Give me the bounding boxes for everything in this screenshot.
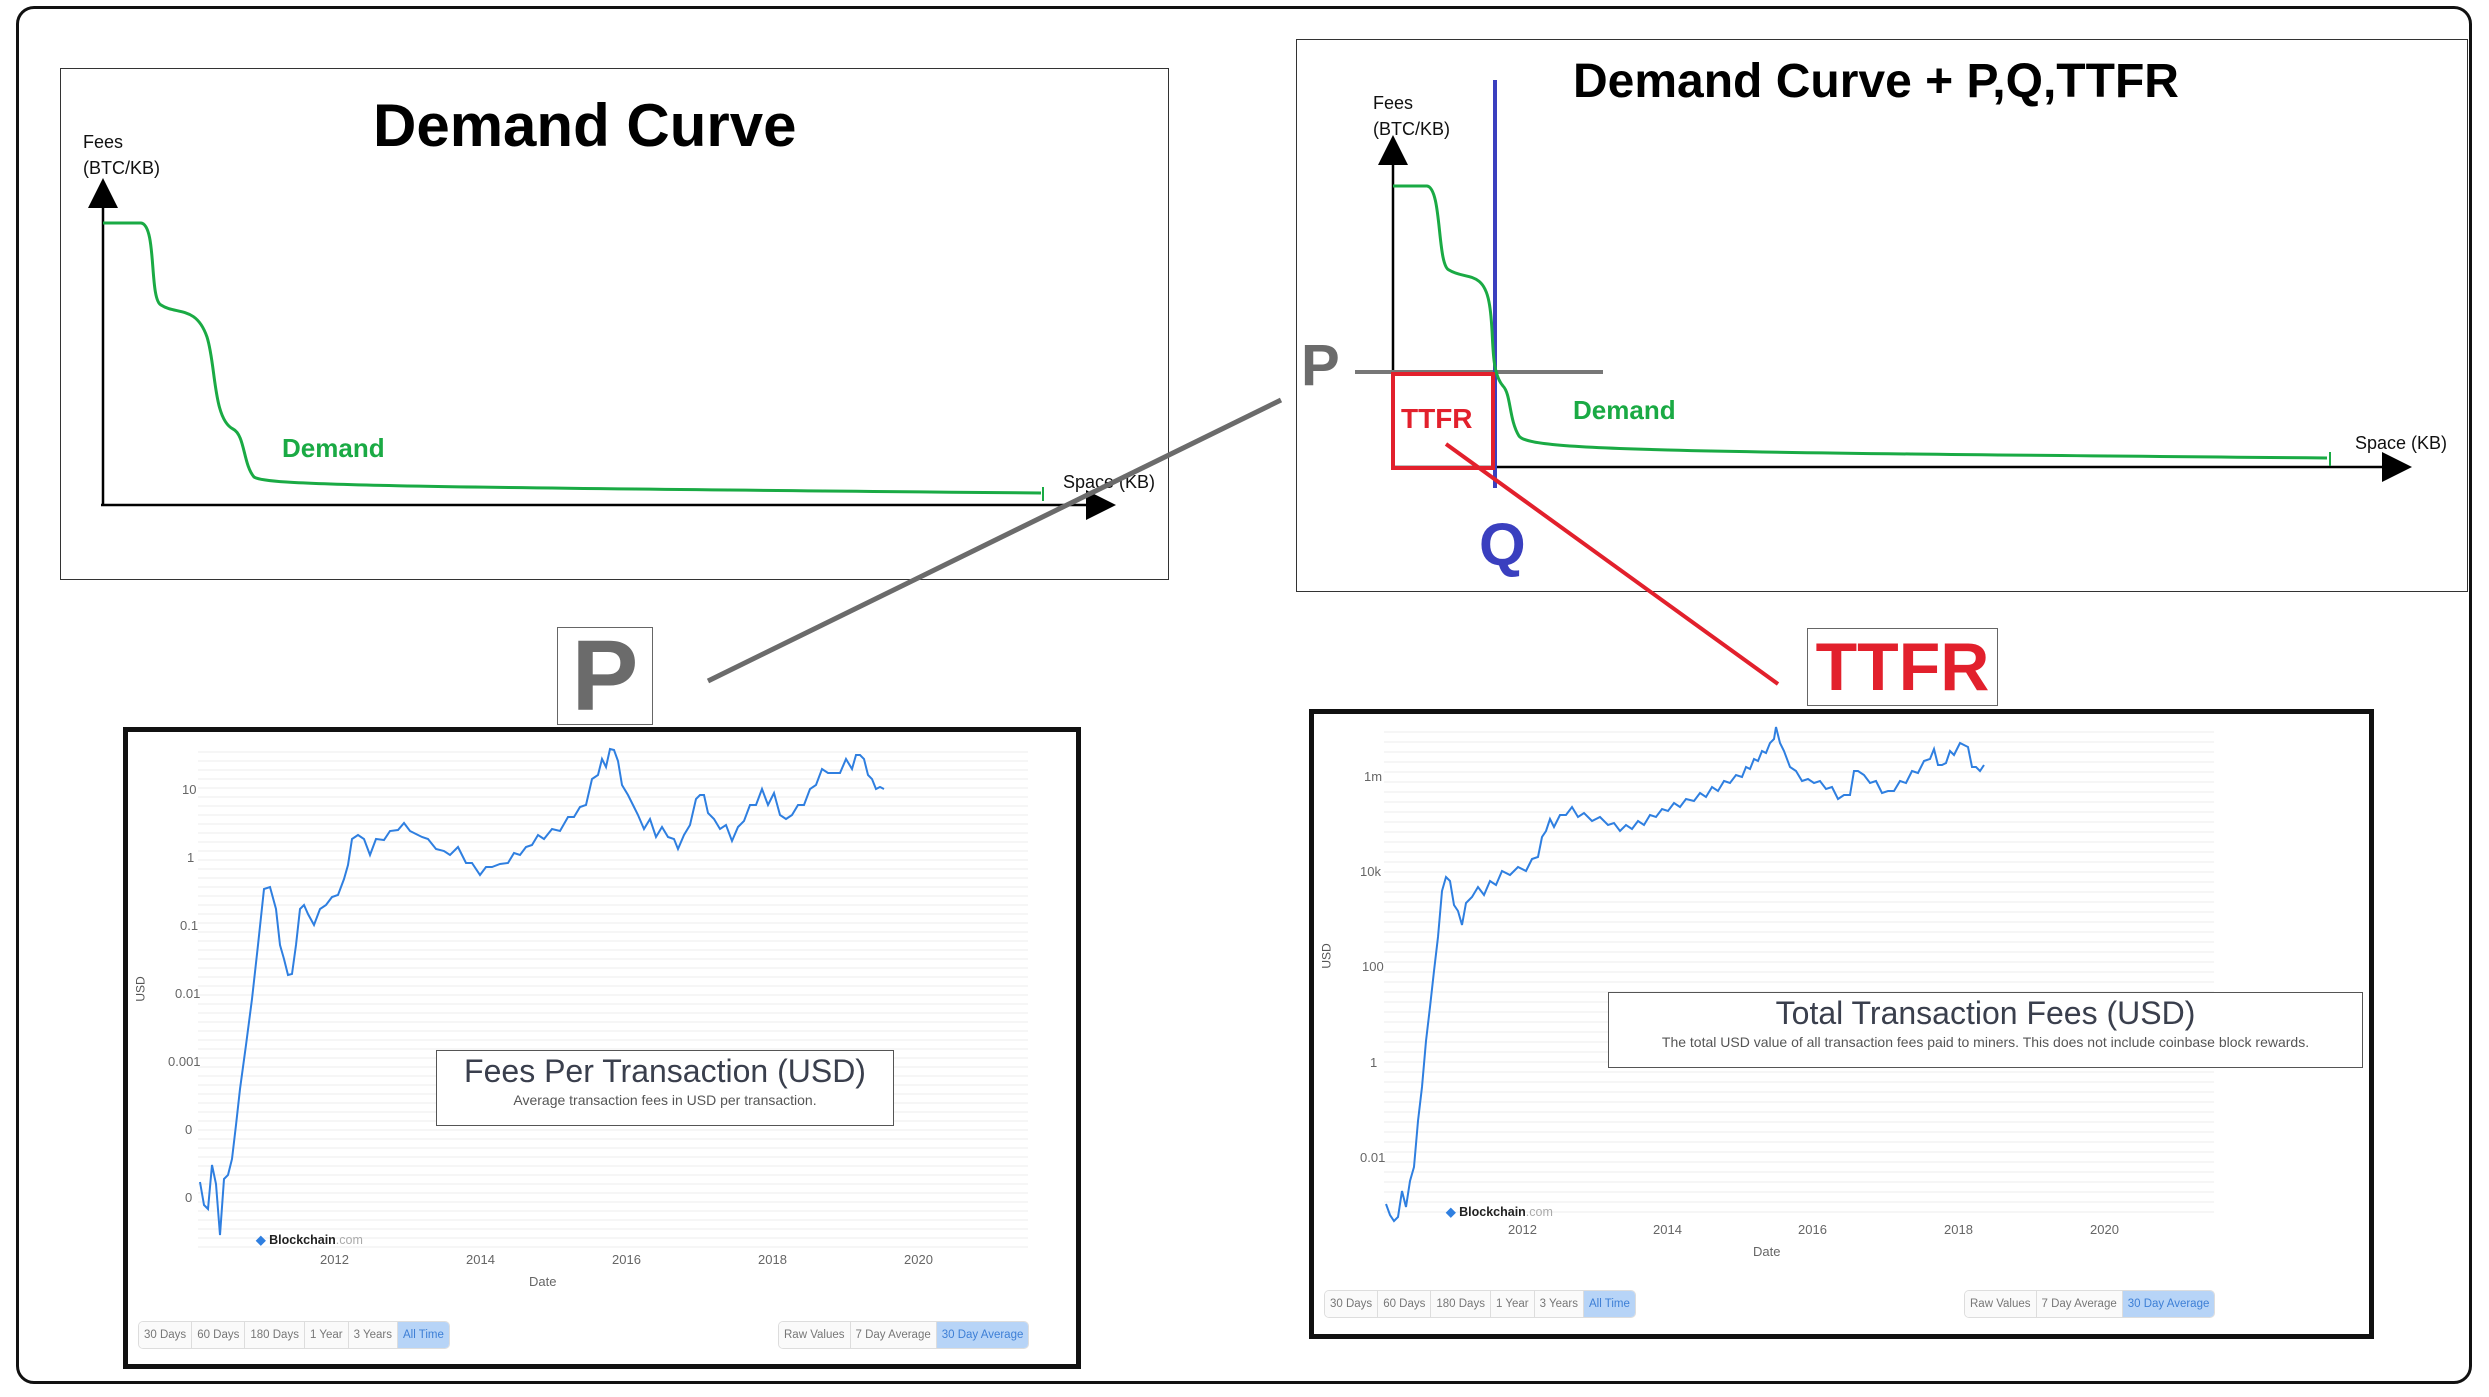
range-30-days-button[interactable]: 30 Days	[139, 1322, 193, 1348]
range-180-days-button[interactable]: 180 Days	[1431, 1291, 1491, 1317]
chart-info-box: Fees Per Transaction (USD) Average trans…	[436, 1050, 894, 1126]
demand-label: Demand	[282, 433, 385, 463]
fees-per-tx-plot	[198, 747, 1028, 1248]
y-axis-label: USD	[133, 976, 148, 1002]
blockchain-logo: ◆ Blockchain.com	[1446, 1205, 1553, 1219]
raw-values-button[interactable]: Raw Values	[779, 1322, 851, 1348]
30-day-average-button[interactable]: 30 Day Average	[936, 1322, 1029, 1348]
total-fees-line	[1385, 726, 1985, 1223]
y-tick: 100	[1362, 959, 1384, 974]
total-fees-chart: 1m 10k 100 1 0.01 USD 2012 2014 2016 201…	[1309, 709, 2374, 1339]
7-day-average-button[interactable]: 7 Day Average	[850, 1322, 937, 1348]
x-tick: 2020	[2090, 1222, 2119, 1237]
chart-description: The total USD value of all transaction f…	[1661, 1034, 2310, 1050]
raw-values-button[interactable]: Raw Values	[1965, 1291, 2037, 1317]
x-tick: 2020	[904, 1252, 933, 1267]
y-axis-label: Fees (BTC/KB)	[1373, 93, 1451, 139]
p-connector	[706, 397, 1283, 684]
x-tick: 2018	[758, 1252, 787, 1267]
average-buttons: Raw Values 7 Day Average 30 Day Average	[778, 1321, 1030, 1349]
x-tick: 2014	[466, 1252, 495, 1267]
range-1-year-button[interactable]: 1 Year	[304, 1322, 349, 1348]
demand-pq-title: Demand Curve + P,Q,TTFR	[1573, 55, 2179, 108]
fees-per-tx-line	[199, 747, 885, 1236]
x-tick: 2012	[1508, 1222, 1537, 1237]
demand-curve	[103, 221, 1042, 495]
ttfr-label: TTFR	[1401, 403, 1473, 434]
range-30-days-button[interactable]: 30 Days	[1325, 1291, 1379, 1317]
chart-title: Fees Per Transaction (USD)	[464, 1053, 866, 1089]
range-1-year-button[interactable]: 1 Year	[1490, 1291, 1535, 1317]
range-buttons: 30 Days 60 Days 180 Days 1 Year 3 Years …	[138, 1321, 450, 1349]
y-tick: 0.1	[180, 918, 199, 933]
p-label: P	[1301, 333, 1340, 398]
y-tick: 1	[1370, 1055, 1378, 1070]
range-3-years-button[interactable]: 3 Years	[1534, 1291, 1584, 1317]
chart-info-box: Total Transaction Fees (USD) The total U…	[1608, 992, 2363, 1068]
range-buttons: 30 Days 60 Days 180 Days 1 Year 3 Years …	[1324, 1290, 1636, 1318]
gridlines	[198, 751, 1028, 1248]
average-buttons: Raw Values 7 Day Average 30 Day Average	[1964, 1290, 2216, 1318]
ttfr-rectangle	[1391, 372, 1495, 470]
y-axis-label: USD	[1319, 943, 1334, 969]
demand-pq-graph	[1355, 80, 2412, 488]
blockchain-logo-icon: ◆	[256, 1233, 266, 1247]
y-tick: 0.01	[175, 986, 201, 1001]
range-all-time-button[interactable]: All Time	[1583, 1291, 1635, 1317]
chart-title: Total Transaction Fees (USD)	[1775, 995, 2196, 1031]
y-tick: 10k	[1360, 864, 1381, 879]
7-day-average-button[interactable]: 7 Day Average	[2036, 1291, 2123, 1317]
ttfr-connector	[1444, 442, 1780, 686]
x-axis-label: Space (KB)	[2355, 433, 2448, 453]
30-day-average-button[interactable]: 30 Day Average	[2122, 1291, 2215, 1317]
range-60-days-button[interactable]: 60 Days	[1378, 1291, 1432, 1317]
x-axis-label: Date	[1753, 1244, 1781, 1259]
x-tick: 2016	[612, 1252, 641, 1267]
ttfr-callout: TTFR	[1807, 628, 1998, 706]
range-60-days-button[interactable]: 60 Days	[192, 1322, 246, 1348]
blockchain-logo: ◆ Blockchain.com	[256, 1233, 363, 1247]
gridlines	[1384, 731, 2214, 1213]
y-tick: 1m	[1364, 769, 1383, 784]
demand-curve-graph	[88, 178, 1116, 520]
y-axis-label: Fees (BTC/KB)	[83, 132, 161, 178]
demand-curve	[1393, 184, 2328, 460]
range-all-time-button[interactable]: All Time	[397, 1322, 449, 1348]
y-tick: 0	[185, 1122, 193, 1137]
p-callout: P	[557, 620, 653, 732]
fees-per-tx-chart: 10 1 0.1 0.01 0.001 0 0 USD 2012 2014 20…	[123, 727, 1081, 1369]
demand-curve-panel: Demand Curve Fees (BTC/KB) Space (KB) De…	[60, 68, 1169, 580]
y-tick: 0.01	[1360, 1150, 1386, 1165]
demand-label: Demand	[1573, 395, 1676, 425]
blockchain-logo-icon: ◆	[1446, 1205, 1456, 1219]
range-180-days-button[interactable]: 180 Days	[245, 1322, 305, 1348]
demand-pq-panel: Demand Curve + P,Q,TTFR Fees (BTC/KB) Sp…	[1296, 39, 2468, 592]
x-tick: 2012	[320, 1252, 349, 1267]
x-axis-label: Date	[529, 1274, 557, 1289]
y-tick: 0	[185, 1190, 193, 1205]
x-tick: 2014	[1653, 1222, 1682, 1237]
q-label: Q	[1479, 511, 1526, 578]
y-tick: 10	[182, 782, 197, 797]
range-3-years-button[interactable]: 3 Years	[348, 1322, 398, 1348]
y-tick: 1	[187, 850, 195, 865]
chart-description: Average transaction fees in USD per tran…	[513, 1092, 817, 1108]
x-tick: 2018	[1944, 1222, 1973, 1237]
y-tick: 0.001	[168, 1054, 201, 1069]
demand-curve-title: Demand Curve	[373, 92, 797, 159]
x-tick: 2016	[1798, 1222, 1827, 1237]
